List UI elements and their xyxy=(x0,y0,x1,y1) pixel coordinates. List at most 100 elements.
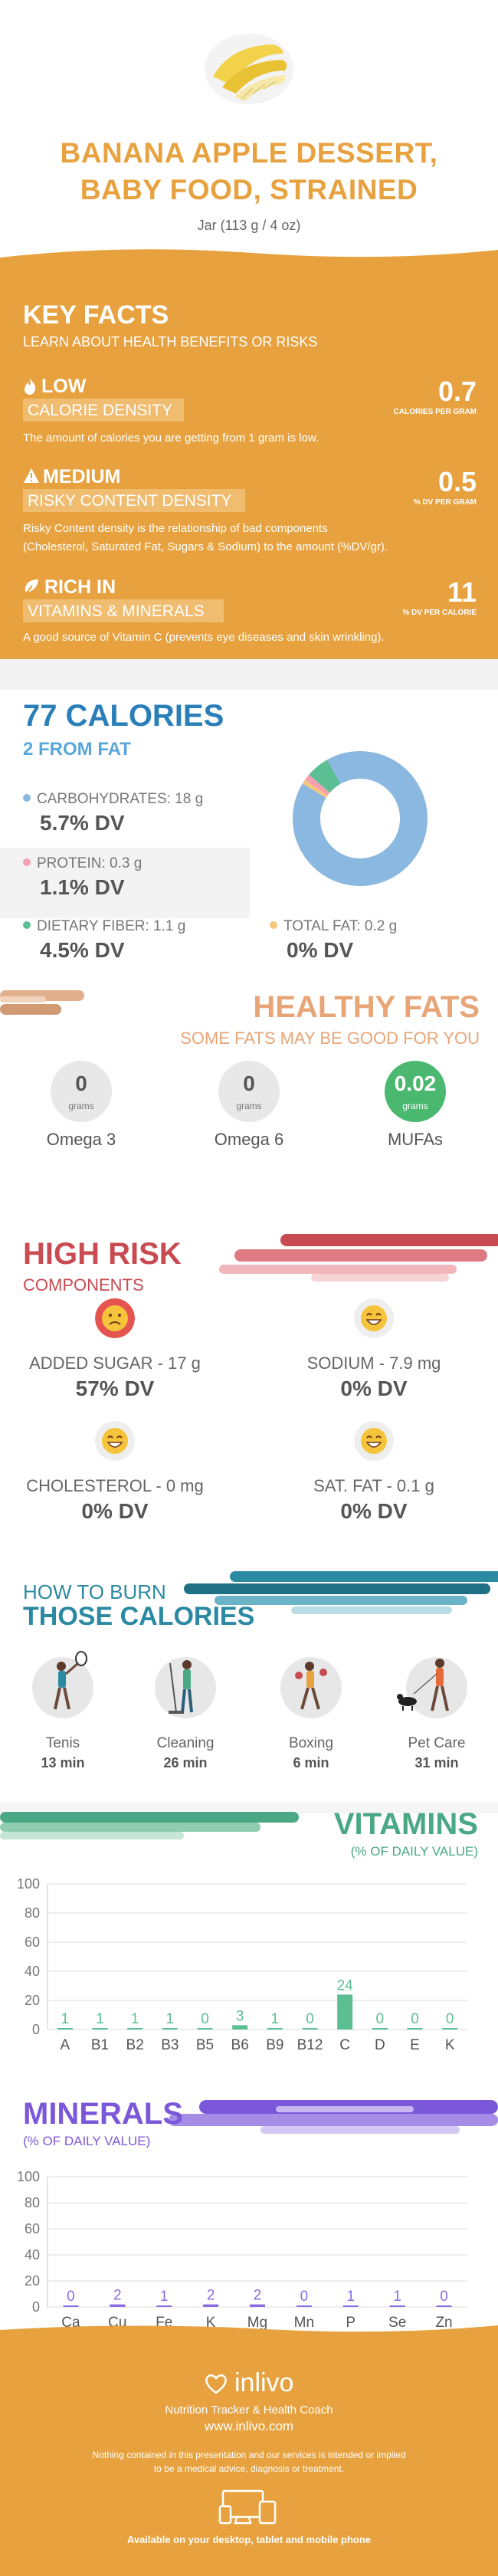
calorie-density-description: The amount of calories you are getting f… xyxy=(23,432,319,445)
footer-disclaimer-line-2: to be a medical advice, diagnosis or tre… xyxy=(153,2463,345,2474)
food-title: BANANA APPLE DESSERT, BABY FOOD, STRAINE… xyxy=(0,135,498,208)
risky-content-value: 0.5 xyxy=(437,466,477,497)
serving-size: Jar (113 g / 4 oz) xyxy=(197,218,301,233)
calorie-density-value: 0.7 xyxy=(437,376,477,407)
flame-icon xyxy=(25,378,36,395)
fiber-dot xyxy=(23,921,31,929)
pet-care-name: Pet Care xyxy=(408,1735,466,1751)
mufas-circle: 0.02 grams xyxy=(385,1061,446,1122)
bar-B6 xyxy=(232,2025,248,2030)
bar-value-label: 1 xyxy=(166,2011,175,2027)
bar-K xyxy=(442,2028,458,2030)
omega-6-name: Omega 6 xyxy=(214,1130,284,1149)
omega-3-circle: 0 grams xyxy=(51,1061,112,1122)
bar-B3 xyxy=(162,2028,178,2030)
bar-value-label: 1 xyxy=(271,2011,280,2027)
fat-dv: 0% DV xyxy=(287,938,354,962)
tennis-player-icon xyxy=(54,1651,87,1710)
bar-A xyxy=(57,2028,73,2030)
protein-dot xyxy=(23,858,31,866)
footer-tagline: Nutrition Tracker & Health Coach xyxy=(165,2404,333,2417)
protein-label-text: PROTEIN: 0.3 g xyxy=(37,855,143,871)
leaf-icon xyxy=(24,579,38,596)
cleaning-minutes: 26 min xyxy=(163,1755,208,1770)
category-label: B1 xyxy=(91,2037,109,2053)
protein-label: PROTEIN: 0.3 g xyxy=(23,855,142,872)
omega-3-unit: grams xyxy=(68,1101,94,1111)
category-label: A xyxy=(60,2037,70,2053)
calories-title: 77 CALORIES xyxy=(23,699,224,733)
header-section: BANANA APPLE DESSERT, BABY FOOD, STRAINE… xyxy=(0,0,498,270)
bar-Fe xyxy=(156,2305,172,2307)
food-title-line-1: BANANA APPLE DESSERT, xyxy=(60,137,438,169)
burn-title-line-1: HOW TO BURN xyxy=(23,1580,166,1603)
category-label: K xyxy=(445,2037,455,2053)
vitamins-section: VITAMINS (% OF DAILY VALUE) 0 20 40 60 80 100… xyxy=(0,1793,498,2069)
boxer-icon xyxy=(295,1662,327,1710)
category-label: P xyxy=(346,2315,355,2331)
rich-in-level: RICH IN xyxy=(44,576,116,598)
key-facts-section: KEY FACTS LEARN ABOUT HEALTH BENEFITS OR… xyxy=(0,268,498,659)
bar-value-label: 1 xyxy=(61,2011,70,2027)
sat-fat-label: SAT. FAT - 0.1 g xyxy=(313,1476,434,1495)
risky-content-description-line-1: Risky Content density is the relationshi… xyxy=(23,522,328,535)
calories-top-band xyxy=(0,659,498,690)
donut-slice-carbs xyxy=(293,751,428,886)
banana-image xyxy=(205,34,293,104)
fat-label: TOTAL FAT: 0.2 g xyxy=(270,918,397,935)
bar-value-label: 24 xyxy=(337,1977,354,1994)
y-tick-label: 40 xyxy=(25,2247,40,2263)
risky-content-description: Risky Content density is the relationshi… xyxy=(23,520,483,556)
sodium-dv: 0% DV xyxy=(340,1377,408,1400)
bar-value-label: 1 xyxy=(96,2011,104,2027)
bar-D xyxy=(372,2028,388,2030)
category-label: C xyxy=(339,2037,350,2053)
bar-value-label: 2 xyxy=(207,2288,215,2304)
vitamins-title: VITAMINS xyxy=(333,1807,478,1841)
footer-brand[interactable]: inlivo xyxy=(0,2368,498,2398)
bar-value-label: 0 xyxy=(201,2011,209,2027)
y-tick-label: 20 xyxy=(25,1993,40,2008)
omega-6-unit: grams xyxy=(236,1101,262,1111)
food-title-line-2: BABY FOOD, STRAINED xyxy=(80,174,418,205)
y-tick-label: 100 xyxy=(17,2169,40,2184)
category-label: K xyxy=(206,2315,216,2331)
sodium-label: SODIUM - 7.9 mg xyxy=(306,1354,441,1373)
bar-Zn xyxy=(436,2305,452,2307)
tennis-name: Tenis xyxy=(45,1735,80,1751)
boxing-name: Boxing xyxy=(288,1735,334,1751)
footer-disclaimer-line-1: Nothing contained in this presentation a… xyxy=(92,2450,406,2460)
risky-content-unit: % DV PER GRAM xyxy=(413,498,477,507)
bar-Cu xyxy=(110,2304,126,2307)
sad-face-icon xyxy=(95,1298,135,1338)
bar-B9 xyxy=(267,2028,283,2030)
y-tick-label: 60 xyxy=(25,2221,40,2236)
devices-icon xyxy=(218,2489,277,2525)
minerals-stream xyxy=(169,2100,498,2134)
category-label: B12 xyxy=(297,2037,323,2053)
y-tick-label: 80 xyxy=(25,2195,40,2210)
risky-content-level: MEDIUM xyxy=(43,466,121,487)
y-tick-label: 0 xyxy=(32,2299,40,2315)
category-label: B2 xyxy=(126,2037,144,2053)
minerals-subtitle: (% OF DAILY VALUE) xyxy=(23,2134,151,2148)
risky-content-label: RISKY CONTENT DENSITY xyxy=(23,489,245,512)
y-tick-label: 20 xyxy=(25,2273,40,2289)
boxing-minutes: 6 min xyxy=(293,1755,329,1770)
category-label: Mn xyxy=(294,2315,314,2331)
rich-in-value: 11 xyxy=(447,576,477,608)
bar-value-label: 0 xyxy=(411,2011,419,2027)
footer-wave xyxy=(0,2325,498,2341)
bar-Se xyxy=(389,2305,405,2307)
fiber-dv: 4.5% DV xyxy=(40,938,125,962)
high-risk-subtitle: COMPONENTS xyxy=(23,1275,144,1295)
omega-3-value: 0 xyxy=(75,1071,87,1095)
fat-dot xyxy=(270,921,277,929)
rich-in-label: VITAMINS & MINERALS xyxy=(23,599,224,622)
footer-url[interactable]: www.inlivo.com xyxy=(204,2419,294,2433)
risky-content-description-line-2: (Cholesterol, Saturated Fat, Sugars & So… xyxy=(23,540,388,553)
cleaning-person-icon xyxy=(169,1660,193,1714)
bar-Ca xyxy=(63,2305,79,2307)
healthy-fats-stream xyxy=(0,990,84,1015)
